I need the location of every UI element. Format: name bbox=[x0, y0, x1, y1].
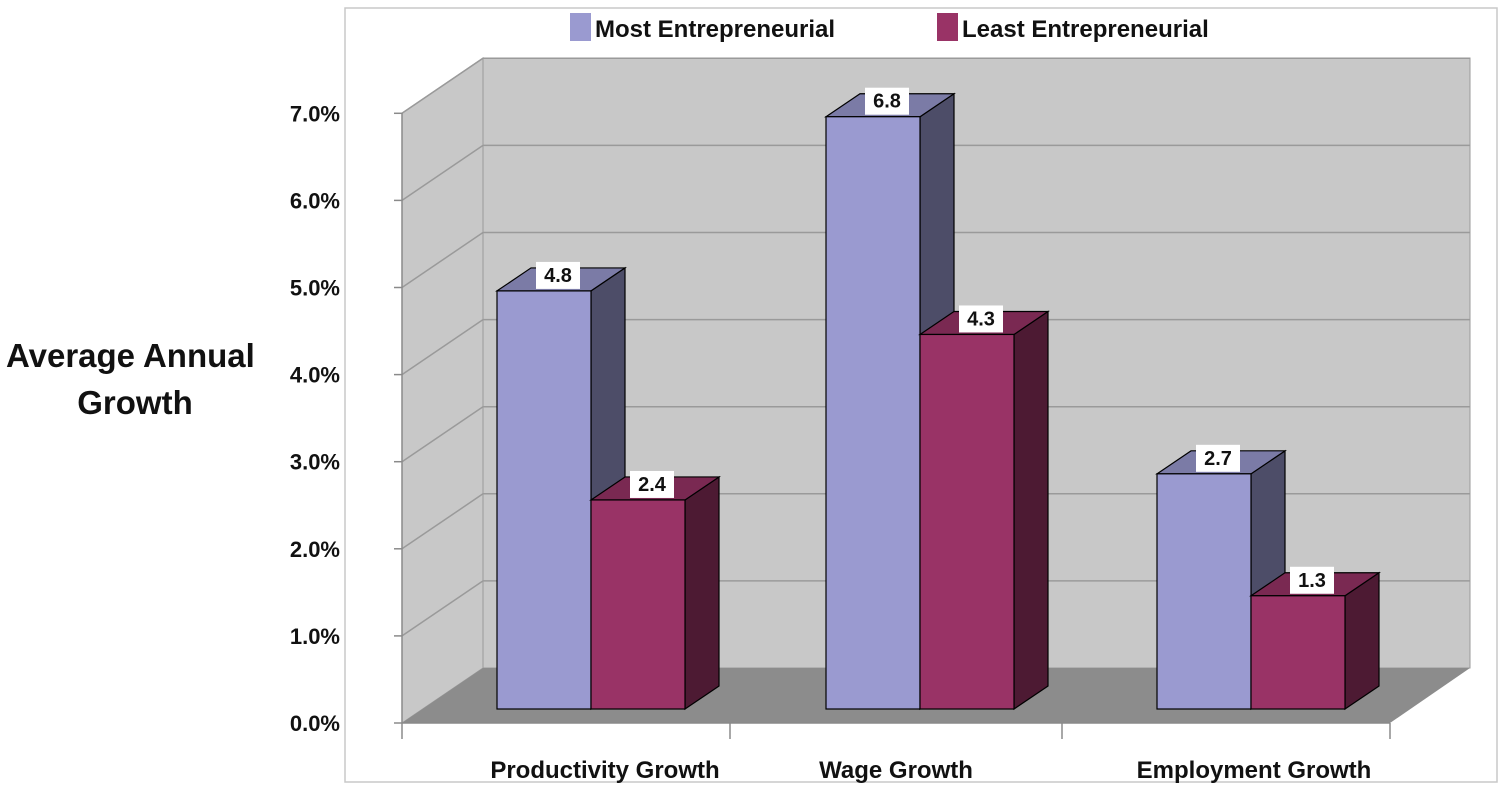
gridline-side bbox=[401, 406, 484, 463]
data-label-box bbox=[1196, 444, 1240, 472]
bar-least-entrepreneurial: 1.3 bbox=[1249, 566, 1381, 711]
bar-side bbox=[1013, 310, 1049, 711]
data-label: 2.4 bbox=[638, 474, 667, 496]
data-label: 2.7 bbox=[1204, 448, 1232, 470]
bar-most-entrepreneurial: 2.7 bbox=[1155, 444, 1287, 711]
y-tick-label: 3.0% bbox=[290, 450, 340, 475]
data-label-box bbox=[630, 470, 674, 498]
data-label: 4.3 bbox=[967, 308, 995, 330]
bar-front bbox=[919, 333, 1015, 710]
bar-least-entrepreneurial: 4.3 bbox=[918, 305, 1050, 711]
gridline-side bbox=[401, 57, 484, 114]
y-tick-label: 4.0% bbox=[290, 363, 340, 388]
y-tick-label: 1.0% bbox=[290, 624, 340, 649]
bar-least-entrepreneurial: 2.4 bbox=[589, 470, 721, 711]
legend-item: Most Entrepreneurial bbox=[570, 13, 835, 43]
x-tick-label: Wage Growth bbox=[819, 757, 973, 784]
bars: 4.8 2.4 6.8 4.3 2.7 1.3 bbox=[495, 87, 1381, 711]
bar-front bbox=[1156, 473, 1252, 710]
data-label-box bbox=[865, 87, 909, 115]
y-axis-label: Average Annual Growth bbox=[6, 337, 264, 421]
legend-label: Most Entrepreneurial bbox=[595, 16, 835, 43]
legend-label: Least Entrepreneurial bbox=[962, 16, 1209, 43]
y-tick-label: 2.0% bbox=[290, 537, 340, 562]
y-tick-label: 5.0% bbox=[290, 276, 340, 301]
gridline-side bbox=[401, 318, 484, 376]
y-tick-labels: 0.0% 1.0% 2.0% 3.0% 4.0% 5.0% 6.0% 7.0% bbox=[290, 101, 402, 736]
data-label-box bbox=[1290, 566, 1334, 594]
gridline-side bbox=[401, 580, 484, 637]
data-label: 6.8 bbox=[873, 91, 901, 113]
axis-lines bbox=[401, 113, 1390, 724]
bar-front bbox=[825, 116, 921, 710]
side-wall bbox=[401, 57, 484, 724]
data-label-box bbox=[536, 261, 580, 289]
x-tick-label: Productivity Growth bbox=[490, 757, 719, 784]
gridline-side bbox=[401, 493, 484, 550]
y-tick-label: 0.0% bbox=[290, 711, 340, 736]
bar-side bbox=[1344, 571, 1380, 711]
gridline-side bbox=[401, 231, 484, 289]
legend-swatch bbox=[570, 13, 591, 41]
data-label: 4.8 bbox=[544, 265, 572, 287]
bar-front bbox=[590, 499, 686, 710]
bar-front bbox=[1250, 595, 1346, 710]
y-axis-label-line-1: Average Annual bbox=[6, 337, 255, 374]
data-label-box bbox=[959, 305, 1003, 333]
y-axis-label-line-2: Growth bbox=[77, 384, 192, 421]
gridline-side bbox=[401, 144, 484, 202]
legend: Most Entrepreneurial Least Entrepreneuria… bbox=[570, 13, 1209, 43]
bar-front bbox=[496, 290, 592, 710]
bar-side bbox=[684, 475, 720, 711]
x-tick-labels: Productivity Growth Wage Growth Employment… bbox=[401, 723, 1391, 784]
data-label: 1.3 bbox=[1298, 570, 1326, 592]
legend-item: Least Entrepreneurial bbox=[937, 13, 1209, 43]
legend-swatch bbox=[937, 13, 958, 41]
x-tick-label: Employment Growth bbox=[1137, 757, 1372, 784]
y-tick-label: 7.0% bbox=[290, 101, 340, 126]
y-tick-label: 6.0% bbox=[290, 188, 340, 213]
